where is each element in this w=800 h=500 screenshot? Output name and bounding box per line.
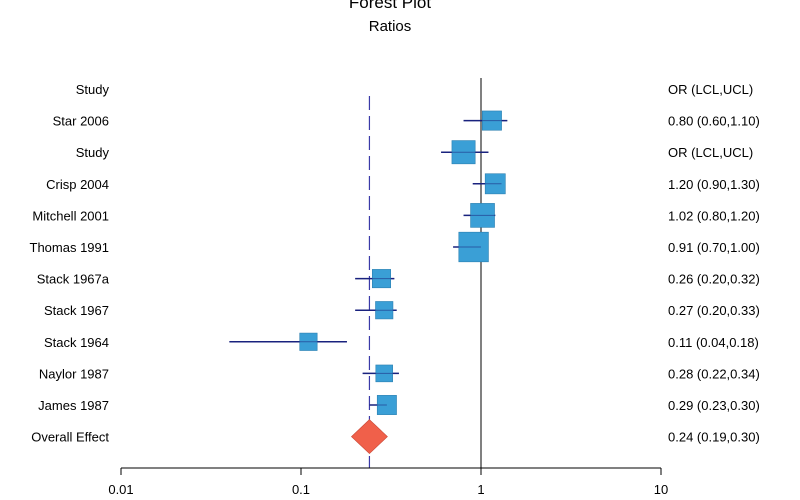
study-label: Mitchell 2001 xyxy=(32,208,109,223)
row-0: Study OR (LCL,UCL) xyxy=(76,82,754,97)
chart-subtitle: Ratios xyxy=(369,18,412,35)
study-label: Stack 1964 xyxy=(44,335,109,350)
study-label: Study xyxy=(76,145,110,160)
row-4: Mitchell 2001 1.02 (0.80,1.20) xyxy=(32,203,760,228)
study-rows: Study OR (LCL,UCL) Star 2006 0.80 (0.60,1.1… xyxy=(30,82,760,455)
or-ci-text: 0.29 (0.23,0.30) xyxy=(668,398,760,413)
row-1: Star 2006 0.80 (0.60,1.10) xyxy=(53,110,760,131)
row-8: Stack 1964 0.11 (0.04,0.18) xyxy=(44,332,759,351)
or-ci-text: 1.02 (0.80,1.20) xyxy=(668,208,760,223)
reference-lines xyxy=(368,78,482,468)
or-ci-text: 0.24 (0.19,0.30) xyxy=(668,430,760,445)
or-ci-text: 0.91 (0.70,1.00) xyxy=(668,240,760,255)
or-ci-text: 0.11 (0.04,0.18) xyxy=(668,335,759,350)
chart-title: Forest Plot xyxy=(349,0,431,12)
x-tick-label: 0.1 xyxy=(292,482,310,497)
or-ci-text: 0.28 (0.22,0.34) xyxy=(668,366,760,381)
or-ci-text: 0.27 (0.20,0.33) xyxy=(668,303,760,318)
overall-effect-label: Overall Effect xyxy=(31,430,109,445)
x-axis: 0.01 0.1 1 10 xyxy=(108,467,668,497)
or-ci-text: OR (LCL,UCL) xyxy=(668,145,753,160)
title-group: Forest Plot Ratios xyxy=(349,0,431,35)
study-label: Star 2006 xyxy=(53,114,109,129)
row-9: Naylor 1987 0.28 (0.22,0.34) xyxy=(39,364,760,383)
study-label: Study xyxy=(76,82,110,97)
x-tick-label: 10 xyxy=(654,482,668,497)
or-ci-text: 0.80 (0.60,1.10) xyxy=(668,114,760,129)
or-ci-text: 0.26 (0.20,0.32) xyxy=(668,272,760,287)
row-6: Stack 1967a 0.26 (0.20,0.32) xyxy=(37,269,760,289)
overall-effect-diamond xyxy=(351,419,388,455)
row-5: Thomas 1991 0.91 (0.70,1.00) xyxy=(30,231,760,263)
study-label: James 1987 xyxy=(38,398,109,413)
study-label: Stack 1967 xyxy=(44,303,109,318)
row-10: James 1987 0.29 (0.23,0.30) xyxy=(38,395,760,415)
row-3: Crisp 2004 1.20 (0.90,1.30) xyxy=(46,173,760,195)
study-label: Thomas 1991 xyxy=(30,240,110,255)
study-label: Stack 1967a xyxy=(37,272,110,287)
study-label: Crisp 2004 xyxy=(46,177,109,192)
row-2: Study OR (LCL,UCL) xyxy=(76,140,753,165)
or-ci-text: 1.20 (0.90,1.30) xyxy=(668,177,760,192)
x-tick-label: 0.01 xyxy=(108,482,133,497)
x-tick-label: 1 xyxy=(477,482,484,497)
row-7: Stack 1967 0.27 (0.20,0.33) xyxy=(44,301,760,320)
or-ci-text: OR (LCL,UCL) xyxy=(668,82,753,97)
study-label: Naylor 1987 xyxy=(39,366,109,381)
row-11: Overall Effect 0.24 (0.19,0.30) xyxy=(31,419,760,455)
